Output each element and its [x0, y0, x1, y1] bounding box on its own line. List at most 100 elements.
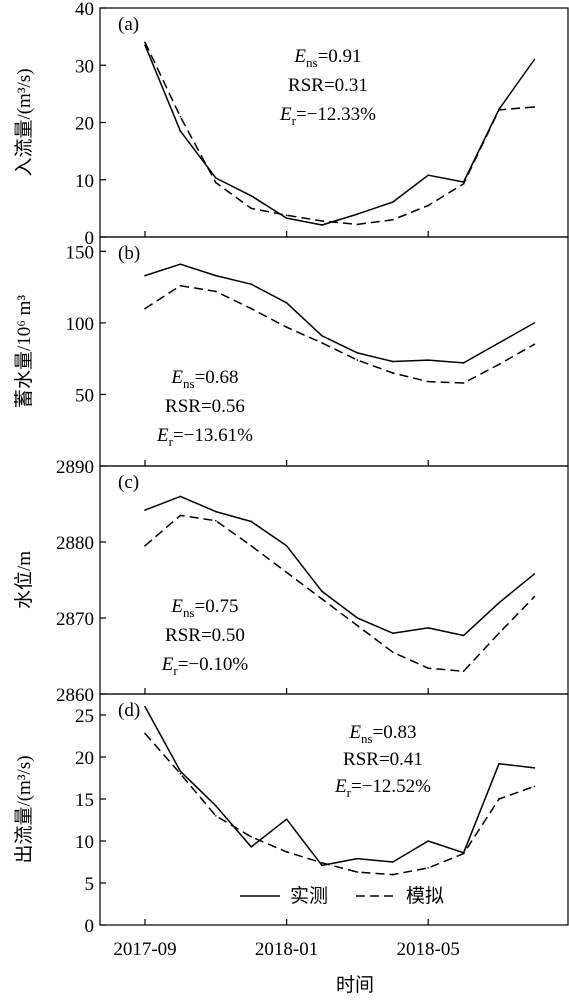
metric-subscript: r: [347, 785, 352, 800]
data-point: [356, 359, 359, 361]
metric-value: RSR=0.41: [343, 749, 423, 770]
data-point: [285, 571, 288, 574]
metric-annotation: RSR=0.41: [343, 749, 423, 770]
data-point: [321, 220, 323, 222]
series-observed: [144, 495, 536, 637]
data-point: [498, 602, 500, 604]
data-point: [392, 651, 394, 653]
data-point: [392, 372, 394, 374]
panel-tag: (d): [118, 700, 140, 721]
data-point: [144, 274, 146, 277]
metric-subscript: ns: [361, 731, 373, 746]
metric-value: RSR=0.50: [165, 625, 245, 646]
y-tick-label: 40: [75, 0, 94, 20]
panel-tag: (b): [118, 243, 140, 264]
metric-annotation: RSR=0.56: [165, 396, 245, 417]
series-simulated: [144, 284, 536, 384]
data-point: [215, 519, 217, 522]
series-simulated: [144, 514, 536, 672]
data-point: [498, 363, 500, 366]
series-observed: [144, 263, 536, 364]
data-point: [215, 510, 217, 513]
data-point: [215, 177, 217, 179]
data-point: [427, 359, 430, 361]
metric-subscript: r: [169, 434, 174, 449]
data-point: [285, 302, 288, 304]
series-simulated: [144, 732, 536, 876]
y-tick-label: 2860: [56, 685, 94, 706]
data-point: [427, 867, 430, 869]
x-tick-label: 2018-05: [397, 939, 460, 960]
y-axis-label: 水位/m: [13, 551, 35, 609]
metric-subscript: ns: [183, 376, 195, 391]
data-point: [498, 798, 500, 800]
series-line: [144, 514, 535, 672]
data-point: [427, 840, 430, 842]
y-tick-label: 10: [75, 171, 94, 192]
y-tick-label: 20: [75, 114, 94, 135]
metric-value: =−12.52%: [351, 776, 431, 797]
data-point: [321, 342, 323, 344]
y-axis-label: 蓄水量/10⁶ m³: [13, 295, 35, 408]
series-observed: [144, 44, 536, 226]
data-point: [285, 217, 288, 219]
metric-annotation: Ens=0.83: [348, 722, 416, 746]
data-point: [179, 514, 182, 517]
metric-value: =−0.10%: [178, 654, 249, 675]
data-point: [321, 598, 323, 600]
data-point: [356, 213, 359, 215]
data-point: [462, 670, 465, 672]
data-point: [250, 207, 252, 210]
data-point: [144, 705, 146, 708]
data-point: [356, 871, 359, 873]
metric-annotation: Ens=0.68: [170, 367, 238, 391]
metric-annotation: Er=−12.52%: [334, 776, 431, 800]
data-point: [427, 174, 430, 176]
data-point: [462, 362, 465, 364]
data-point: [179, 130, 182, 132]
series-line: [144, 44, 536, 226]
data-point: [250, 545, 252, 547]
data-point: [285, 545, 288, 547]
panel-tag: (a): [118, 14, 139, 35]
metric-symbol: E: [156, 425, 169, 446]
data-point: [250, 307, 252, 310]
metric-subscript: ns: [306, 55, 318, 70]
data-point: [179, 495, 182, 498]
legend-label-observed: 实测: [290, 885, 328, 907]
metric-subscript: r: [292, 113, 297, 128]
metric-annotation: Ens=0.91: [293, 46, 361, 70]
data-point: [498, 632, 500, 634]
data-point: [356, 624, 359, 627]
data-point: [356, 352, 359, 354]
y-tick-label: 50: [75, 385, 94, 406]
data-point: [533, 573, 536, 575]
y-tick-label: 10: [75, 832, 94, 853]
series-line: [144, 706, 535, 867]
metric-symbol: E: [334, 776, 347, 797]
metric-symbol: E: [161, 654, 174, 675]
data-point: [462, 852, 465, 855]
data-point: [321, 224, 323, 226]
data-point: [427, 204, 430, 207]
data-point: [321, 590, 323, 593]
data-point: [392, 219, 394, 221]
data-point: [144, 41, 146, 44]
data-point: [144, 732, 146, 735]
metric-value: =−12.33%: [296, 104, 376, 125]
data-point: [533, 322, 536, 324]
metric-symbol: E: [293, 46, 306, 67]
data-point: [215, 274, 217, 277]
data-point: [179, 115, 182, 118]
series-simulated: [144, 41, 536, 226]
data-point: [321, 862, 323, 864]
data-point: [285, 326, 288, 328]
data-point: [533, 785, 536, 788]
metric-value: =−13.61%: [173, 425, 253, 446]
data-point: [250, 283, 252, 286]
data-point: [392, 632, 394, 634]
data-point: [321, 864, 323, 867]
y-tick-label: 2880: [56, 533, 94, 554]
